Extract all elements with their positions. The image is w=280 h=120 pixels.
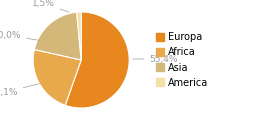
Wedge shape [65,12,129,108]
Legend: Europa, Africa, Asia, America: Europa, Africa, Asia, America [156,32,209,88]
Wedge shape [34,12,81,60]
Wedge shape [77,12,81,60]
Text: 23,1%: 23,1% [0,84,39,97]
Text: 55,4%: 55,4% [133,54,178,64]
Text: 20,0%: 20,0% [0,30,39,40]
Wedge shape [33,50,81,105]
Text: 1,5%: 1,5% [32,0,69,12]
